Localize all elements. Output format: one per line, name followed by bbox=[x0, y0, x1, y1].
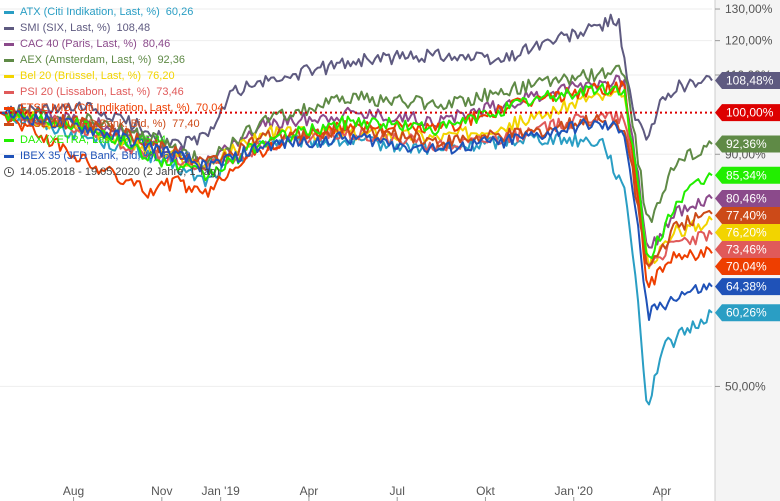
value-badge: 60,26% bbox=[715, 304, 780, 322]
value-badge: 77,40% bbox=[715, 207, 780, 225]
series-line-4 bbox=[0, 64, 713, 223]
x-tick-label: Jan '19 bbox=[201, 484, 240, 498]
legend-label: AEX (Amsterdam, Last, %) bbox=[20, 54, 152, 66]
period-label: 14.05.2018 - 19.05.2020 (2 Jahre, 1 Tag) bbox=[20, 166, 220, 178]
value-badge: 64,38% bbox=[715, 278, 780, 296]
value-badge: 92,36% bbox=[715, 135, 780, 153]
legend-label: Bel 20 (Brüssel, Last, %) bbox=[20, 70, 142, 82]
legend-item-1[interactable]: ATX (Citi Indikation, Last, %) 60,26 bbox=[4, 4, 223, 20]
legend-item-5[interactable]: Bel 20 (Brüssel, Last, %) 76,20 bbox=[4, 68, 223, 84]
badge-label: 73,46% bbox=[726, 243, 767, 257]
badge-label: 76,20% bbox=[726, 226, 767, 240]
badge-background bbox=[715, 258, 780, 276]
legend-value: 108,48 bbox=[116, 22, 151, 34]
legend-value: 60,26 bbox=[165, 6, 194, 18]
legend-item-10[interactable]: IBEX 35 (JFD Bank, Bid, %) 64,38 bbox=[4, 148, 223, 164]
value-badge: 73,46% bbox=[715, 241, 780, 259]
badge-background bbox=[715, 207, 780, 225]
x-tick-label: Nov bbox=[151, 484, 172, 498]
x-tick-label: Jul bbox=[390, 484, 405, 498]
series-layer bbox=[0, 13, 713, 406]
legend-label: SMI (SIX, Last, %) bbox=[20, 22, 111, 34]
value-badge: 80,46% bbox=[715, 190, 780, 208]
legend-item-4[interactable]: AEX (Amsterdam, Last, %) 92,36 bbox=[4, 52, 223, 68]
legend-label: PSI 20 (Lissabon, Last, %) bbox=[20, 86, 151, 98]
legend-value: 77,40 bbox=[172, 118, 200, 130]
period-row: 14.05.2018 - 19.05.2020 (2 Jahre, 1 Tag) bbox=[4, 164, 223, 180]
badge-background bbox=[715, 104, 780, 122]
badge-background bbox=[715, 304, 780, 322]
x-axis-ticks: Aug Nov Jan '19 Apr Jul Okt Jan '20 Apr bbox=[63, 484, 672, 501]
value-badge: 70,04% bbox=[715, 258, 780, 276]
y-tick-label: 50,00% bbox=[725, 379, 766, 393]
badge-background bbox=[715, 241, 780, 259]
legend-label: IBEX 35 (JFD Bank, Bid, %) bbox=[20, 150, 157, 162]
badge-label: 77,40% bbox=[726, 209, 767, 223]
legend-swatch bbox=[4, 90, 14, 94]
legend-value: 85,34 bbox=[138, 134, 167, 146]
legend-label: DAX (XETRA, Last, %) bbox=[20, 134, 133, 146]
legend-swatch bbox=[4, 106, 14, 110]
legend-swatch bbox=[4, 10, 14, 14]
value-badge: 85,34% bbox=[715, 166, 780, 184]
legend-item-6[interactable]: PSI 20 (Lissabon, Last, %) 73,46 bbox=[4, 84, 223, 100]
legend-swatch bbox=[4, 26, 14, 30]
series-line-10 bbox=[0, 106, 713, 321]
legend: ATX (Citi Indikation, Last, %) 60,26 SMI (… bbox=[4, 4, 223, 180]
value-badges: 108,48% 100,00% 92,36% 85,34% 80,46% 77,40% 76… bbox=[715, 72, 780, 322]
badge-background bbox=[715, 278, 780, 296]
legend-value: 70,04 bbox=[195, 102, 224, 114]
legend-value: 80,46 bbox=[142, 38, 171, 50]
badge-background bbox=[715, 72, 780, 90]
legend-value: 64,38 bbox=[162, 150, 191, 162]
badge-background bbox=[715, 135, 780, 153]
x-tick-label: Aug bbox=[63, 484, 84, 498]
value-badge: 76,20% bbox=[715, 224, 780, 242]
badge-label: 108,48% bbox=[726, 74, 774, 88]
badge-label: 64,38% bbox=[726, 280, 767, 294]
x-tick-label: Apr bbox=[653, 484, 672, 498]
legend-label: FTSE 100 (JFD Bank, Bid, %) bbox=[20, 118, 167, 130]
badge-label: 85,34% bbox=[726, 168, 767, 182]
legend-swatch bbox=[4, 42, 14, 46]
legend-item-9[interactable]: DAX (XETRA, Last, %) 85,34 bbox=[4, 132, 223, 148]
legend-swatch bbox=[4, 138, 14, 142]
badge-background bbox=[715, 190, 780, 208]
badge-label: 60,26% bbox=[726, 306, 767, 320]
legend-swatch bbox=[4, 154, 14, 158]
legend-item-7[interactable]: FTSE MIB (Citi Indikation, Last, %) 70,04 bbox=[4, 100, 223, 116]
y-tick-label: 120,00% bbox=[725, 34, 773, 48]
x-tick-label: Jan '20 bbox=[555, 484, 594, 498]
badge-background bbox=[715, 166, 780, 184]
legend-swatch bbox=[4, 74, 14, 78]
badge-background bbox=[715, 224, 780, 242]
legend-item-2[interactable]: SMI (SIX, Last, %) 108,48 bbox=[4, 20, 223, 36]
legend-label: CAC 40 (Paris, Last, %) bbox=[20, 38, 137, 50]
legend-label: ATX (Citi Indikation, Last, %) bbox=[20, 6, 160, 18]
value-badge: 108,48% bbox=[715, 72, 780, 90]
legend-value: 76,20 bbox=[147, 70, 175, 82]
badge-label: 92,36% bbox=[726, 137, 767, 151]
grid-layer bbox=[0, 8, 712, 387]
legend-value: 73,46 bbox=[156, 86, 184, 98]
legend-swatch bbox=[4, 58, 14, 62]
y-tick-label: 130,00% bbox=[725, 2, 773, 16]
reference-badge: 100,00% bbox=[715, 104, 780, 122]
badge-label: 70,04% bbox=[726, 260, 767, 274]
clock-icon bbox=[4, 167, 14, 177]
legend-item-3[interactable]: CAC 40 (Paris, Last, %) 80,46 bbox=[4, 36, 223, 52]
x-tick-label: Okt bbox=[476, 484, 495, 498]
legend-value: 92,36 bbox=[157, 54, 185, 66]
legend-item-8[interactable]: FTSE 100 (JFD Bank, Bid, %) 77,40 bbox=[4, 116, 223, 132]
legend-swatch bbox=[4, 122, 14, 126]
x-tick-label: Apr bbox=[300, 484, 319, 498]
badge-label: 80,46% bbox=[726, 192, 767, 206]
series-line-9 bbox=[0, 82, 713, 260]
badge-label: 100,00% bbox=[726, 106, 774, 120]
legend-label: FTSE MIB (Citi Indikation, Last, %) bbox=[20, 102, 190, 114]
series-line-2 bbox=[0, 13, 713, 151]
